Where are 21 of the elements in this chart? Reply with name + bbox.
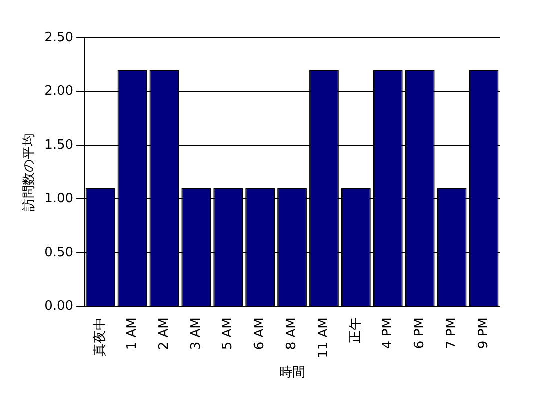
x-tick-label: 3 AM (188, 318, 204, 350)
x-tick-label: 9 PM (476, 318, 492, 350)
y-tick-label: 1.50 (44, 138, 74, 153)
x-tick-label: 4 PM (380, 318, 396, 350)
x-tick-label: 5 AM (220, 318, 236, 350)
y-tick-label: 2.00 (44, 84, 74, 100)
y-tick-label: 0.50 (44, 245, 74, 260)
x-tick-label: 6 AM (252, 318, 268, 350)
x-tick-label: 11 AM (316, 318, 332, 358)
x-tick-label: 8 AM (284, 318, 300, 350)
x-axis-title: 時間 (279, 366, 306, 381)
y-tick-label: 1.00 (44, 192, 74, 207)
y-tick-label: 0.00 (44, 298, 74, 314)
y-tick-label: 2.50 (44, 30, 74, 46)
y-axis-title: 訪問数の平均 (22, 133, 38, 212)
x-tick-label: 7 PM (444, 318, 460, 350)
x-tick-label: 真夜中 (92, 318, 108, 357)
x-tick-label: 6 PM (412, 318, 428, 350)
x-tick-label: 1 AM (124, 318, 140, 350)
x-tick-label: 正午 (348, 318, 364, 344)
x-tick-label: 2 AM (156, 318, 172, 350)
